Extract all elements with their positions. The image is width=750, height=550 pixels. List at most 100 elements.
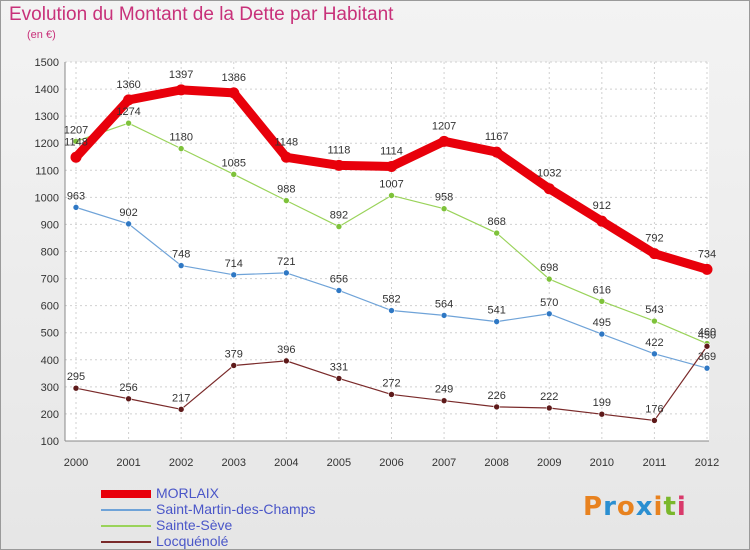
data-label: 1167 bbox=[485, 131, 509, 143]
data-label: 272 bbox=[382, 377, 400, 389]
data-label: 892 bbox=[330, 210, 348, 222]
chart-unit: (en €) bbox=[27, 29, 56, 41]
chart-title: Evolution du Montant de la Dette par Hab… bbox=[9, 4, 394, 25]
data-point bbox=[230, 171, 238, 178]
data-point bbox=[335, 223, 343, 230]
data-point bbox=[440, 397, 448, 404]
x-tick-label: 2008 bbox=[484, 457, 508, 469]
logo-letter: i bbox=[676, 492, 687, 522]
data-label: 912 bbox=[593, 200, 611, 212]
data-label: 422 bbox=[645, 337, 663, 349]
data-point bbox=[125, 395, 132, 403]
data-point bbox=[386, 160, 397, 172]
legend-swatch bbox=[101, 509, 151, 511]
data-label: 1007 bbox=[379, 178, 403, 190]
x-tick-label: 2001 bbox=[116, 457, 140, 469]
data-point bbox=[545, 275, 553, 283]
x-tick-label: 2004 bbox=[274, 457, 298, 469]
data-point bbox=[493, 318, 500, 325]
logo-letter: t bbox=[663, 492, 677, 522]
data-label: 331 bbox=[330, 361, 348, 373]
data-point bbox=[230, 271, 238, 279]
legend-swatch bbox=[101, 541, 151, 543]
data-point bbox=[703, 342, 711, 350]
data-label: 1114 bbox=[380, 145, 403, 157]
data-label: 249 bbox=[435, 384, 453, 396]
data-label: 1207 bbox=[432, 120, 456, 132]
data-label: 792 bbox=[645, 233, 663, 245]
y-tick-label: 500 bbox=[41, 328, 59, 340]
y-tick-label: 200 bbox=[41, 409, 59, 421]
logo-letter: o bbox=[616, 492, 636, 522]
y-tick-label: 300 bbox=[41, 382, 59, 394]
data-point bbox=[177, 406, 185, 413]
data-label: 570 bbox=[540, 297, 558, 309]
data-point bbox=[543, 183, 555, 195]
data-point bbox=[283, 197, 290, 204]
data-point bbox=[545, 310, 553, 318]
data-label: 714 bbox=[225, 258, 243, 270]
logo-letter: P bbox=[583, 492, 604, 522]
data-label: 1085 bbox=[222, 157, 246, 169]
logo-letter: x bbox=[635, 492, 654, 522]
y-tick-label: 1300 bbox=[35, 111, 59, 123]
data-label: 450 bbox=[698, 329, 716, 341]
y-tick-label: 1000 bbox=[35, 192, 59, 204]
data-label: 295 bbox=[67, 371, 85, 383]
data-point bbox=[177, 145, 185, 152]
y-tick-label: 600 bbox=[41, 301, 59, 313]
data-point bbox=[440, 205, 448, 213]
x-tick-label: 2011 bbox=[643, 457, 667, 469]
data-label: 868 bbox=[487, 216, 505, 228]
y-tick-label: 900 bbox=[41, 219, 59, 231]
data-point bbox=[72, 384, 80, 392]
x-tick-label: 2007 bbox=[432, 457, 456, 469]
x-tick-label: 2009 bbox=[537, 457, 561, 469]
y-tick-label: 100 bbox=[41, 436, 59, 448]
data-point bbox=[72, 204, 80, 211]
y-tick-label: 1500 bbox=[35, 57, 59, 69]
y-tick-label: 1400 bbox=[35, 84, 59, 96]
y-tick-label: 800 bbox=[41, 247, 59, 259]
data-point bbox=[283, 357, 290, 365]
logo-letter: r bbox=[603, 492, 617, 522]
data-label: 1386 bbox=[222, 72, 246, 84]
legend-label: MORLAIX bbox=[156, 485, 220, 501]
data-label: 222 bbox=[540, 391, 558, 403]
data-label: 1360 bbox=[116, 79, 140, 91]
legend-label: Locquénolé bbox=[156, 533, 229, 549]
data-point bbox=[598, 298, 606, 305]
data-label: 1118 bbox=[327, 144, 350, 156]
data-label: 199 bbox=[593, 397, 611, 409]
data-point bbox=[388, 391, 395, 398]
data-label: 1180 bbox=[169, 132, 193, 144]
data-point bbox=[440, 312, 448, 319]
data-label: 721 bbox=[277, 256, 295, 268]
y-tick-label: 1200 bbox=[35, 138, 59, 150]
proxiti-logo: Proxiti bbox=[583, 492, 687, 522]
x-tick-label: 2005 bbox=[327, 457, 351, 469]
data-label: 256 bbox=[119, 382, 137, 394]
data-point bbox=[545, 404, 553, 412]
data-point bbox=[177, 262, 185, 269]
data-point bbox=[648, 248, 660, 260]
data-point bbox=[491, 146, 503, 158]
data-label: 379 bbox=[225, 348, 243, 360]
y-tick-label: 400 bbox=[41, 355, 59, 367]
data-label: 1397 bbox=[169, 69, 193, 81]
legend-swatch bbox=[101, 490, 151, 498]
x-tick-label: 2003 bbox=[222, 457, 246, 469]
data-point bbox=[651, 317, 658, 325]
legend-item: Locquénolé bbox=[101, 533, 401, 550]
data-label: 1274 bbox=[116, 106, 140, 118]
x-tick-label: 2010 bbox=[590, 457, 614, 469]
data-label: 396 bbox=[277, 344, 295, 356]
legend-item: MORLAIX bbox=[101, 485, 401, 502]
data-point bbox=[125, 119, 132, 127]
data-label: 656 bbox=[330, 273, 348, 285]
data-point bbox=[598, 330, 606, 338]
data-point bbox=[596, 215, 608, 227]
data-label: 1032 bbox=[537, 168, 561, 180]
data-label: 902 bbox=[119, 207, 137, 219]
